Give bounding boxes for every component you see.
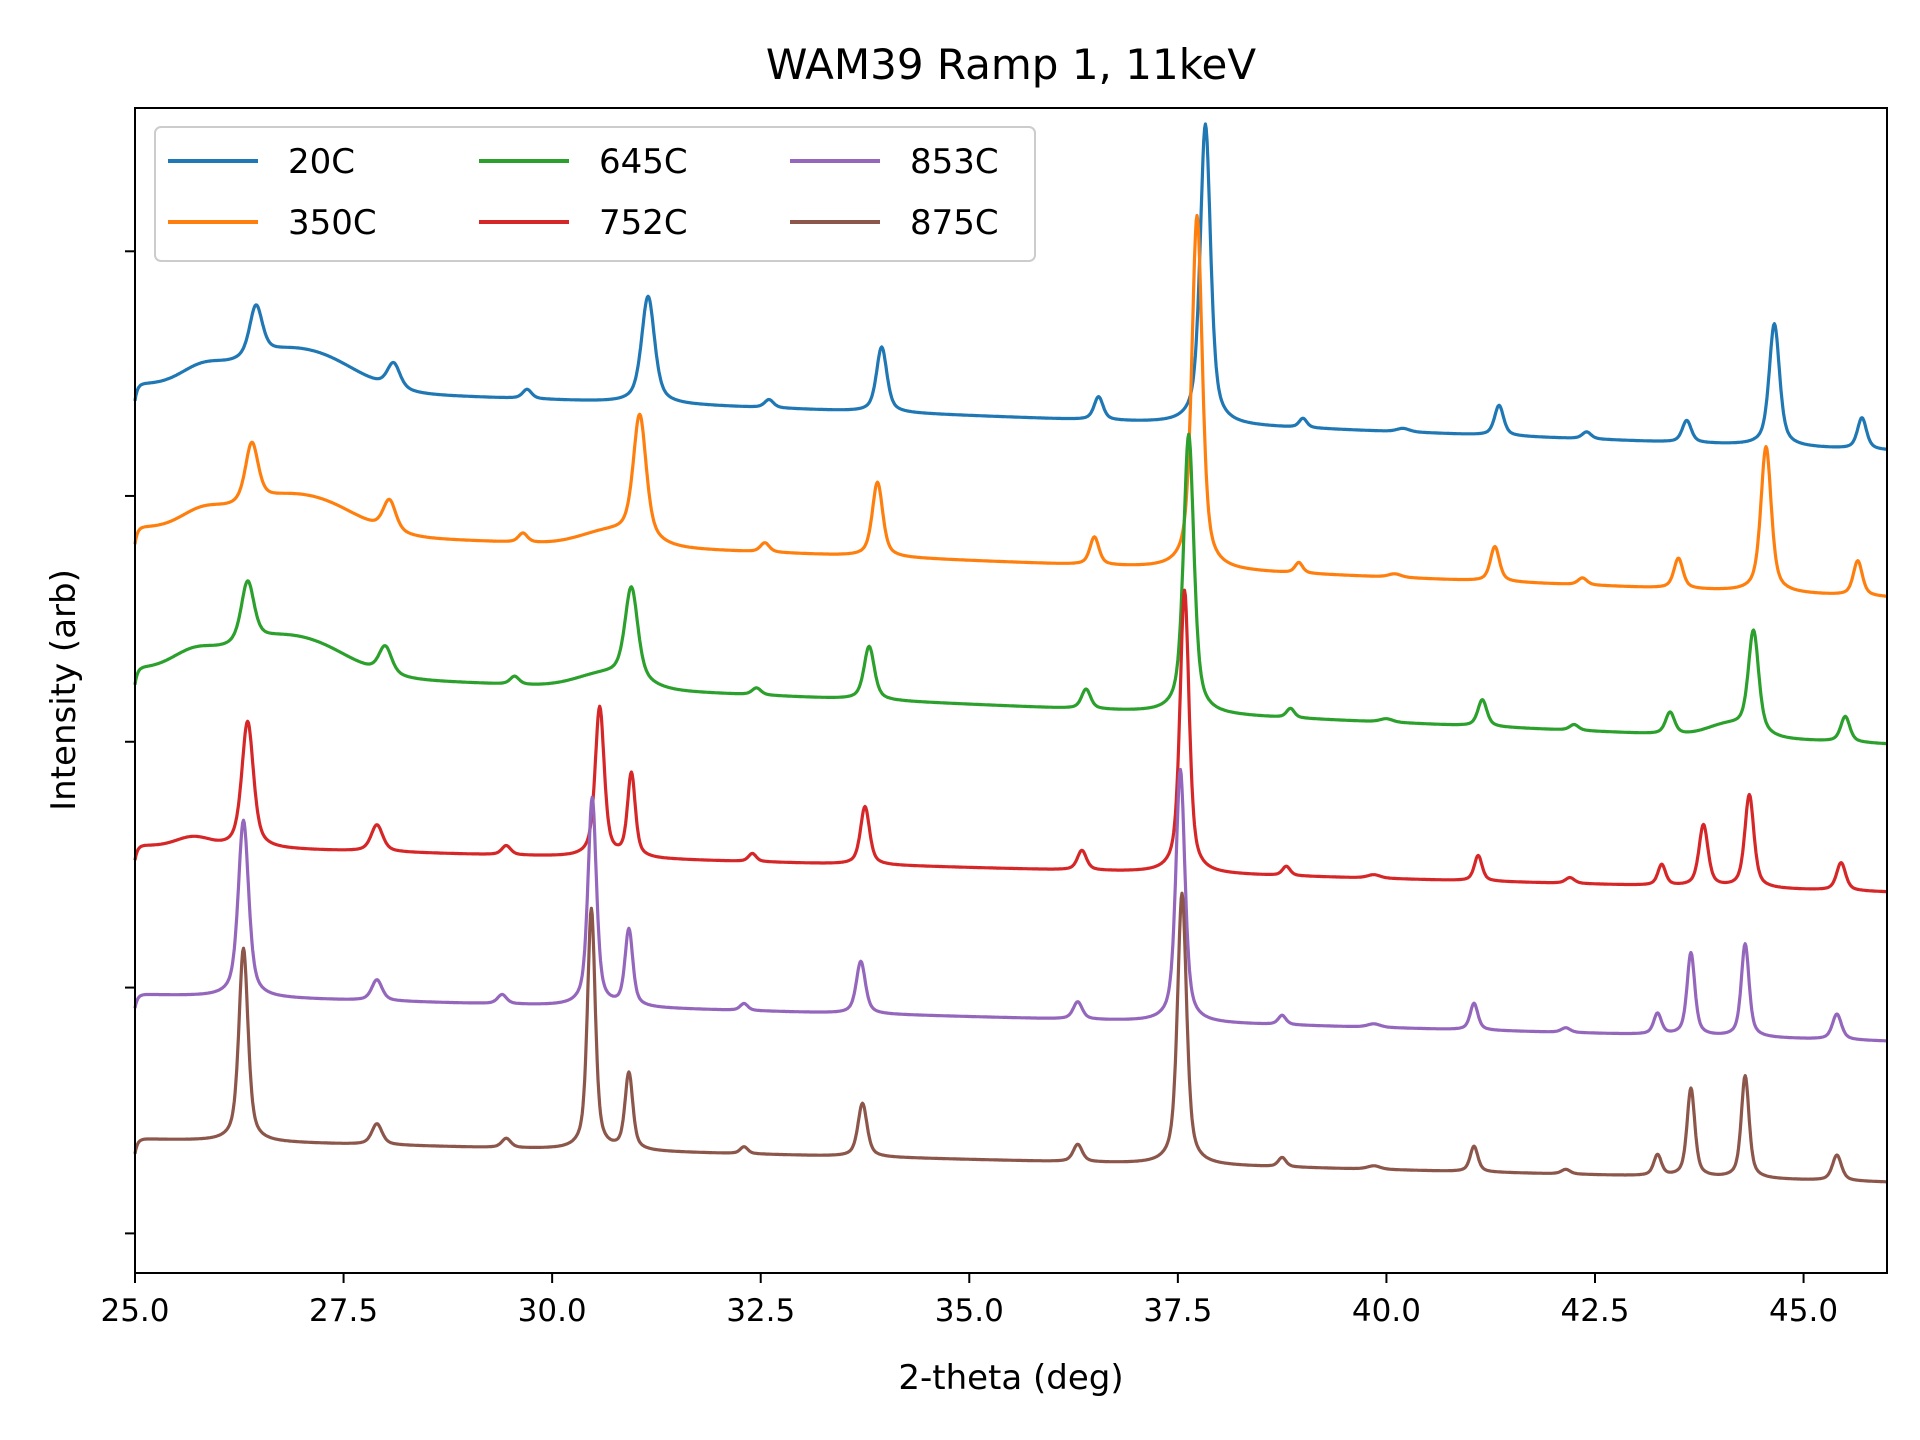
x-tick-label: 25.0 (100, 1293, 169, 1329)
x-axis-label: 2-theta (deg) (898, 1358, 1123, 1398)
legend-label: 875C (910, 203, 999, 243)
legend-label: 853C (910, 142, 999, 182)
y-axis (125, 250, 135, 1235)
series-line-645C (133, 432, 1888, 746)
x-tick-label: 30.0 (518, 1293, 587, 1329)
x-tick-label: 37.5 (1143, 1293, 1212, 1329)
x-axis: 25.0 27.5 30.0 32.5 35.0 37.5 40.0 42.5 45.0 (100, 1273, 1838, 1329)
series-layer (133, 122, 1888, 1184)
series-line-875C (133, 891, 1888, 1184)
x-tick-label: 42.5 (1560, 1293, 1629, 1329)
series-line-752C (133, 588, 1888, 894)
x-tick-label: 35.0 (935, 1293, 1004, 1329)
series-line-20C (133, 122, 1888, 451)
plot-frame (134, 107, 1888, 1274)
chart-title: WAM39 Ramp 1, 11keV (766, 40, 1256, 89)
legend-label: 645C (599, 142, 688, 182)
legend-frame (154, 126, 1036, 262)
x-tick-label: 45.0 (1769, 1293, 1838, 1329)
legend: 20C 350C 645C 752C 853C 875C (154, 126, 1036, 262)
legend-label: 350C (288, 203, 377, 243)
y-axis-label: Intensity (arb) (44, 569, 84, 811)
series-line-853C (133, 767, 1888, 1043)
legend-label: 752C (599, 203, 688, 243)
series-line-350C (133, 213, 1888, 598)
x-tick-label: 40.0 (1352, 1293, 1421, 1329)
legend-label: 20C (288, 142, 355, 182)
x-tick-label: 32.5 (726, 1293, 795, 1329)
x-tick-label: 27.5 (309, 1293, 378, 1329)
